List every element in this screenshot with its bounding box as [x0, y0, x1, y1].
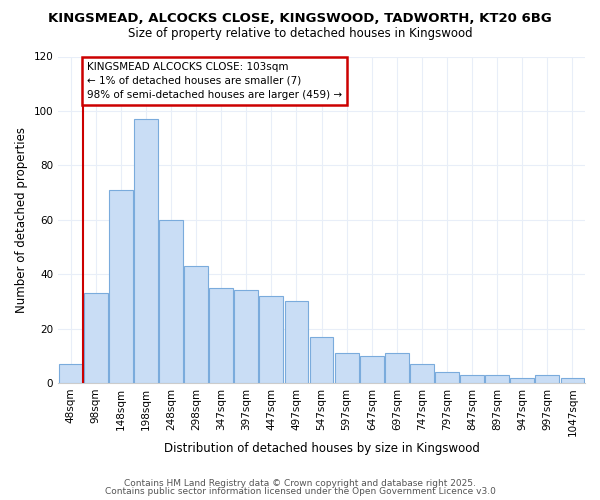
Bar — [485, 375, 509, 383]
Bar — [410, 364, 434, 383]
Y-axis label: Number of detached properties: Number of detached properties — [15, 126, 28, 312]
Text: KINGSMEAD ALCOCKS CLOSE: 103sqm
← 1% of detached houses are smaller (7)
98% of s: KINGSMEAD ALCOCKS CLOSE: 103sqm ← 1% of … — [87, 62, 342, 100]
Bar — [84, 293, 108, 383]
Text: Size of property relative to detached houses in Kingswood: Size of property relative to detached ho… — [128, 28, 472, 40]
Bar — [209, 288, 233, 383]
Bar — [560, 378, 584, 383]
X-axis label: Distribution of detached houses by size in Kingswood: Distribution of detached houses by size … — [164, 442, 479, 455]
Bar — [360, 356, 383, 383]
Bar — [184, 266, 208, 383]
Text: Contains public sector information licensed under the Open Government Licence v3: Contains public sector information licen… — [104, 487, 496, 496]
Bar — [435, 372, 459, 383]
Bar — [134, 119, 158, 383]
Bar — [335, 353, 359, 383]
Text: Contains HM Land Registry data © Crown copyright and database right 2025.: Contains HM Land Registry data © Crown c… — [124, 478, 476, 488]
Bar — [109, 190, 133, 383]
Bar — [235, 290, 258, 383]
Bar — [284, 302, 308, 383]
Text: KINGSMEAD, ALCOCKS CLOSE, KINGSWOOD, TADWORTH, KT20 6BG: KINGSMEAD, ALCOCKS CLOSE, KINGSWOOD, TAD… — [48, 12, 552, 26]
Bar — [159, 220, 183, 383]
Bar — [511, 378, 534, 383]
Bar — [259, 296, 283, 383]
Bar — [535, 375, 559, 383]
Bar — [59, 364, 83, 383]
Bar — [460, 375, 484, 383]
Bar — [310, 336, 334, 383]
Bar — [385, 353, 409, 383]
